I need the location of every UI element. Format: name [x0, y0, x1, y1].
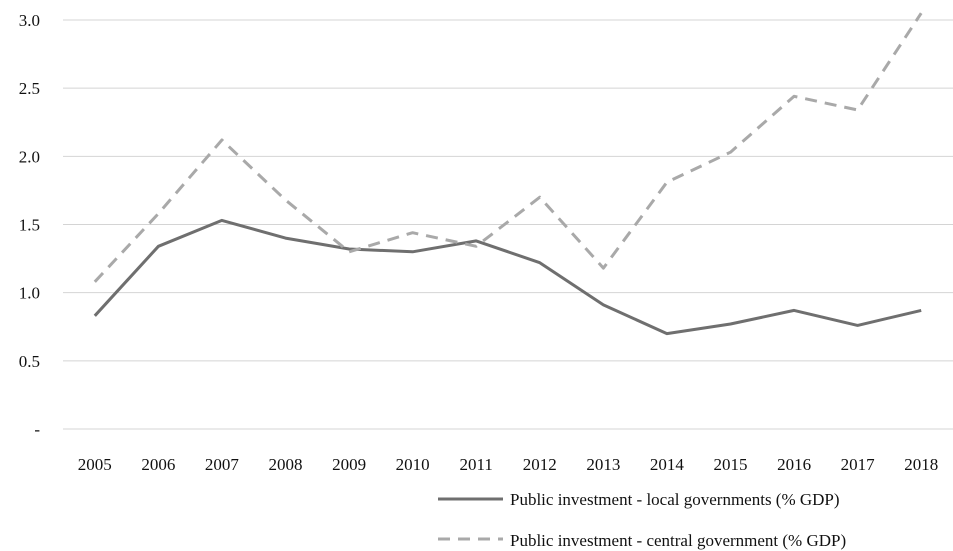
y-axis-tick-labels: - 0.5 1.0 1.5 2.0 2.5 3.0: [19, 11, 41, 439]
x-tick-label: 2013: [586, 455, 620, 474]
x-tick-label: 2011: [460, 455, 493, 474]
series-lines: [93, 12, 923, 336]
gridlines: [63, 19, 953, 430]
y-tick-label: 2.5: [19, 79, 40, 98]
series-line-central-government: [93, 12, 923, 283]
x-tick-label: 2005: [78, 455, 112, 474]
y-tick-label: 1.0: [19, 284, 40, 303]
y-tick-label: -: [34, 420, 40, 439]
y-tick-label: 1.5: [19, 216, 40, 235]
legend-label-central-government: Public investment - central government (…: [510, 531, 846, 550]
legend: Public investment - local governments (%…: [438, 490, 846, 550]
x-tick-label: 2006: [141, 455, 175, 474]
y-tick-label: 0.5: [19, 352, 40, 371]
series-line-local-governments: [93, 218, 922, 336]
x-tick-label: 2012: [523, 455, 557, 474]
x-tick-label: 2009: [332, 455, 366, 474]
x-tick-label: 2017: [841, 455, 876, 474]
x-tick-label: 2016: [777, 455, 811, 474]
x-tick-label: 2014: [650, 455, 685, 474]
x-tick-label: 2008: [269, 455, 303, 474]
y-tick-label: 3.0: [19, 11, 40, 30]
x-tick-label: 2018: [904, 455, 938, 474]
legend-label-local-governments: Public investment - local governments (%…: [510, 490, 840, 509]
x-tick-label: 2007: [205, 455, 240, 474]
y-tick-label: 2.0: [19, 147, 40, 166]
x-axis-tick-labels: 2005 2006 2007 2008 2009 2010 2011 2012 2013 2014…: [78, 455, 938, 474]
x-tick-label: 2015: [714, 455, 748, 474]
x-tick-label: 2010: [396, 455, 430, 474]
